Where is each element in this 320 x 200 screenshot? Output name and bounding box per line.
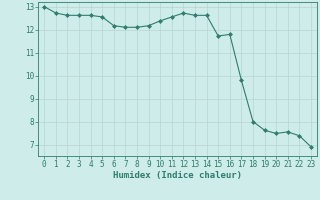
X-axis label: Humidex (Indice chaleur): Humidex (Indice chaleur) <box>113 171 242 180</box>
